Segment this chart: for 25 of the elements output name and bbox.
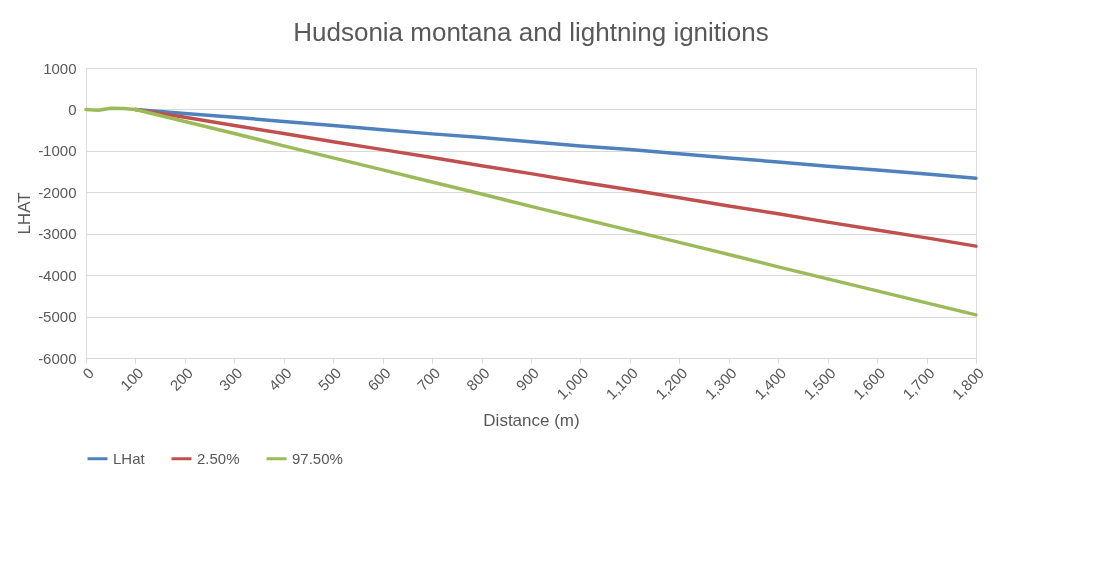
y-tick-label: -2000 [38, 183, 77, 201]
y-tick-label: 0 [68, 100, 77, 118]
x-tick-label: 300 [215, 364, 246, 394]
chart-title: Hudsonia montana and lightning ignitions [293, 17, 769, 47]
x-tick-label: 100 [116, 364, 147, 394]
y-tick-label: -3000 [38, 225, 77, 243]
y-tick-label: -4000 [38, 266, 77, 284]
x-tick-label: 600 [364, 364, 394, 394]
x-tick-label: 800 [462, 364, 493, 394]
y-tick-label: -1000 [38, 142, 77, 160]
y-axis-title: LHAT [15, 192, 35, 235]
x-tick-label: 500 [314, 364, 345, 394]
line-series [84, 106, 978, 317]
x-tick-label: 200 [166, 364, 196, 394]
y-tick-label: -5000 [38, 308, 77, 326]
x-tick-label: 700 [413, 364, 444, 394]
legend-label: 2.50% [197, 449, 240, 467]
x-tick-label: 900 [512, 364, 543, 394]
x-tick-label: 400 [265, 364, 295, 394]
legend-label: LHat [113, 449, 146, 467]
y-tick-label: 1000 [43, 59, 77, 77]
x-axis-title: Distance (m) [483, 410, 580, 430]
x-tick-label: 0 [79, 364, 98, 383]
y-tick-label: -6000 [38, 349, 77, 367]
legend-label: 97.50% [292, 449, 343, 467]
